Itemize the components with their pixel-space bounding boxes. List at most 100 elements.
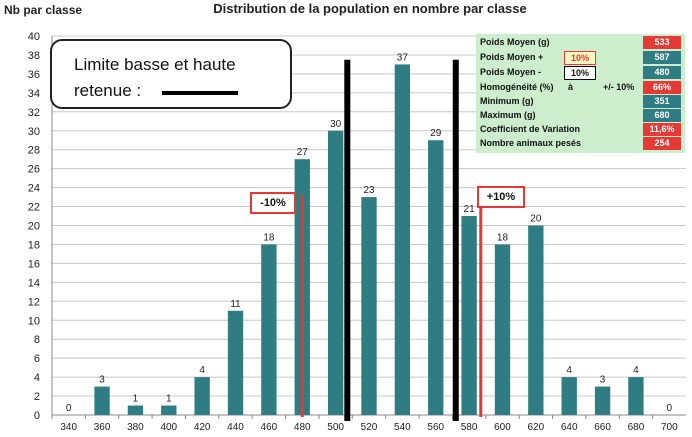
y-tick-label: 0 bbox=[34, 410, 40, 422]
y-tick-label: 2 bbox=[34, 391, 40, 403]
stat-row: Minimum (g) 351 bbox=[476, 95, 685, 109]
bar bbox=[528, 225, 544, 415]
stat-label: Poids Moyen + bbox=[480, 52, 544, 62]
stat-mid-box: 10% bbox=[564, 51, 596, 65]
stat-label: Nombre animaux pesés bbox=[480, 138, 582, 148]
stat-row: Poids Moyen + 10% 587 bbox=[476, 51, 685, 65]
y-tick-label: 32 bbox=[28, 107, 40, 119]
y-tick-label: 4 bbox=[34, 372, 40, 384]
data-label: 11 bbox=[230, 299, 241, 310]
high-limit-label: +10% bbox=[477, 186, 525, 208]
bar bbox=[494, 244, 511, 415]
y-tick-label: 12 bbox=[28, 296, 40, 308]
x-tick-label: 700 bbox=[661, 422, 678, 433]
y-tick-label: 14 bbox=[28, 277, 40, 289]
stat-value: 66% bbox=[643, 81, 681, 94]
gridlines bbox=[51, 35, 686, 416]
bar bbox=[261, 244, 277, 415]
x-tick-label: 340 bbox=[60, 422, 77, 433]
legend-line-swatch bbox=[162, 91, 238, 95]
stat-value: 587 bbox=[643, 51, 681, 64]
x-tick-label: 620 bbox=[527, 422, 544, 433]
stats-panel: Poids Moyen (g) 533 Poids Moyen + 10% 58… bbox=[476, 34, 685, 153]
data-label: 30 bbox=[330, 119, 342, 130]
bar bbox=[94, 386, 110, 415]
stat-row: Nombre animaux pesés 254 bbox=[476, 137, 685, 151]
bar bbox=[227, 310, 244, 415]
stat-label: Maximum (g) bbox=[480, 110, 536, 120]
stat-label: Homogénéité (%) bbox=[480, 82, 554, 92]
y-tick-label: 24 bbox=[28, 183, 40, 195]
stat-value: 11,6% bbox=[643, 123, 681, 136]
bar bbox=[628, 377, 644, 415]
limit-lines bbox=[300, 59, 483, 421]
data-label: 27 bbox=[297, 147, 309, 158]
stat-value: 480 bbox=[643, 66, 681, 79]
stat-label: Poids Moyen - bbox=[480, 67, 542, 77]
bar bbox=[594, 386, 611, 415]
y-tick-label: 26 bbox=[28, 164, 40, 176]
y-tick-label: 20 bbox=[28, 221, 40, 233]
x-tick-label: 480 bbox=[294, 422, 311, 433]
data-label: 20 bbox=[530, 214, 542, 225]
x-tick-label: 440 bbox=[227, 422, 244, 433]
x-tick-label: 600 bbox=[494, 422, 511, 433]
data-label: 3 bbox=[99, 375, 105, 386]
data-label: 4 bbox=[199, 365, 205, 376]
x-tick-label: 680 bbox=[628, 422, 645, 433]
stat-row: Poids Moyen - 10% 480 bbox=[476, 66, 685, 80]
y-tick-label: 38 bbox=[28, 50, 40, 62]
bar bbox=[327, 130, 344, 415]
data-label: 29 bbox=[430, 128, 442, 139]
stat-right-text: +/- 10% bbox=[603, 82, 635, 92]
bar bbox=[127, 405, 144, 415]
y-tick-label: 18 bbox=[28, 239, 40, 251]
data-label: 21 bbox=[464, 204, 476, 215]
y-tick-label: 22 bbox=[28, 202, 40, 214]
x-tick-label: 360 bbox=[94, 422, 111, 433]
legend-box: Limite basse et haute retenue : bbox=[50, 39, 292, 109]
stat-value: 351 bbox=[643, 95, 681, 108]
x-tick-label: 520 bbox=[361, 422, 378, 433]
y-axis-title: Nb par classe bbox=[4, 3, 83, 17]
y-tick-label: 34 bbox=[28, 88, 40, 100]
bar bbox=[561, 377, 577, 415]
bar bbox=[428, 140, 444, 415]
stat-row: Homogénéité (%) à +/- 10% 66% bbox=[476, 81, 685, 95]
stat-label: Poids Moyen (g) bbox=[480, 37, 550, 47]
x-tick-label: 420 bbox=[194, 422, 211, 433]
y-tick-label: 30 bbox=[28, 126, 40, 138]
x-tick-label: 460 bbox=[261, 422, 278, 433]
data-label: 3 bbox=[600, 375, 606, 386]
x-tick-label: 380 bbox=[127, 422, 144, 433]
chart-title: Distribution de la population en nombre … bbox=[213, 1, 527, 16]
data-label: 4 bbox=[566, 365, 572, 376]
data-label: 18 bbox=[497, 232, 509, 243]
bar bbox=[361, 197, 377, 415]
data-label: 4 bbox=[633, 365, 639, 376]
x-tick-labels: 340 360 380 400 420 440 460 480 500 520 540 560 580 6… bbox=[51, 415, 678, 433]
y-tick-label: 16 bbox=[28, 258, 40, 270]
legend-line2: retenue : bbox=[74, 81, 142, 100]
x-tick-label: 580 bbox=[461, 422, 478, 433]
stat-row: Maximum (g) 680 bbox=[476, 109, 685, 123]
bar bbox=[194, 377, 210, 415]
y-tick-label: 40 bbox=[28, 31, 40, 43]
data-label: 23 bbox=[363, 185, 375, 196]
data-label: 0 bbox=[667, 403, 673, 414]
x-tick-label: 400 bbox=[160, 422, 177, 433]
y-tick-label: 8 bbox=[34, 334, 40, 346]
x-tick-label: 560 bbox=[427, 422, 444, 433]
y-tick-label: 6 bbox=[34, 353, 40, 365]
stat-value: 254 bbox=[643, 137, 681, 150]
x-tick-label: 540 bbox=[394, 422, 411, 433]
stat-row: Poids Moyen (g) 533 bbox=[476, 36, 685, 50]
y-tick-label: 36 bbox=[28, 69, 40, 81]
data-label: 1 bbox=[166, 394, 172, 405]
data-label: 0 bbox=[66, 403, 72, 414]
bars bbox=[94, 64, 644, 416]
bar bbox=[394, 64, 411, 416]
